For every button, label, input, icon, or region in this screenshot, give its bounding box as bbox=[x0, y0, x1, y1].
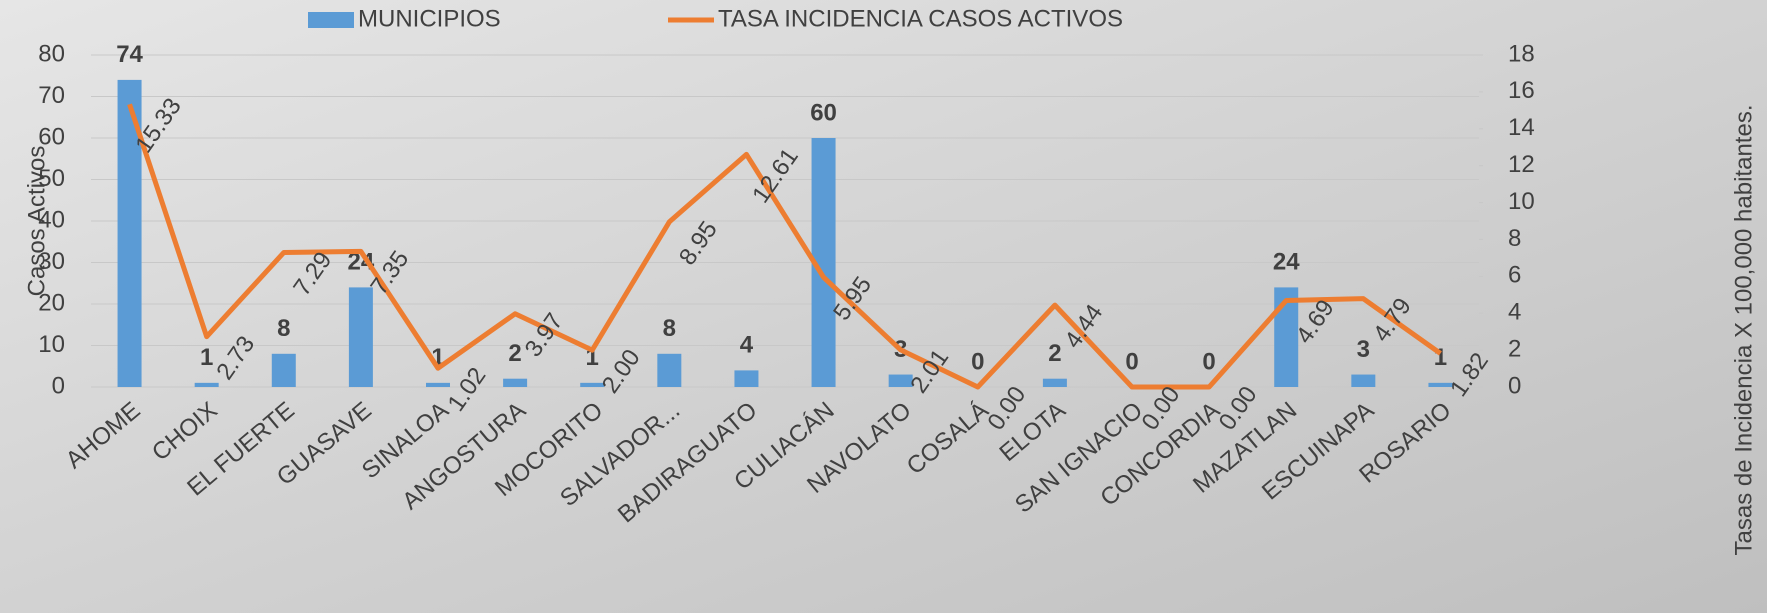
y-tick-label: 70 bbox=[38, 82, 65, 109]
y2-tick-label: 2 bbox=[1508, 335, 1521, 362]
bar-value-label: 4 bbox=[740, 332, 754, 359]
y2-tick-label: 6 bbox=[1508, 262, 1521, 289]
bar-value-label: 60 bbox=[810, 99, 837, 126]
bar bbox=[657, 354, 681, 387]
bar-value-label: 8 bbox=[663, 315, 676, 342]
y-tick-label: 50 bbox=[38, 165, 65, 192]
y-tick-label: 40 bbox=[38, 206, 65, 233]
y2-tick-label: 16 bbox=[1508, 77, 1535, 104]
bar-value-label: 74 bbox=[116, 41, 143, 68]
y-tick-label: 20 bbox=[38, 289, 65, 316]
bar-value-label: 0 bbox=[971, 348, 984, 375]
bar-value-label: 0 bbox=[1125, 348, 1138, 375]
bar bbox=[1351, 375, 1375, 387]
bar-value-label: 2 bbox=[1048, 340, 1061, 367]
legend-label: TASA INCIDENCIA CASOS ACTIVOS bbox=[718, 5, 1123, 32]
y2-tick-label: 0 bbox=[1508, 372, 1521, 399]
y2-axis-label: Tasas de Incidencia X 100,000 habitantes… bbox=[1730, 105, 1757, 556]
bar-value-label: 8 bbox=[277, 315, 290, 342]
y2-tick-label: 18 bbox=[1508, 40, 1535, 67]
y-tick-label: 80 bbox=[38, 40, 65, 67]
y2-tick-label: 4 bbox=[1508, 299, 1521, 326]
legend-label: MUNICIPIOS bbox=[358, 5, 501, 32]
background bbox=[0, 0, 1767, 613]
y2-tick-label: 10 bbox=[1508, 188, 1535, 215]
legend-swatch bbox=[308, 12, 354, 28]
bar-value-label: 0 bbox=[1202, 348, 1215, 375]
bar-value-label: 3 bbox=[1357, 336, 1370, 363]
bar bbox=[1043, 379, 1067, 387]
y-tick-label: 30 bbox=[38, 248, 65, 275]
bar-value-label: 24 bbox=[1273, 249, 1300, 276]
bar bbox=[195, 383, 219, 387]
y2-tick-label: 8 bbox=[1508, 225, 1521, 252]
bar bbox=[503, 379, 527, 387]
bar bbox=[426, 383, 450, 387]
y2-tick-label: 14 bbox=[1508, 114, 1535, 141]
bar bbox=[734, 370, 758, 387]
y-tick-label: 60 bbox=[38, 123, 65, 150]
y-tick-label: 0 bbox=[52, 372, 65, 399]
chart: Casos Activos Tasas de Incidencia X 100,… bbox=[0, 0, 1767, 613]
y-tick-label: 10 bbox=[38, 331, 65, 358]
bar bbox=[272, 354, 296, 387]
bar bbox=[349, 287, 373, 387]
y2-tick-label: 12 bbox=[1508, 151, 1535, 178]
bar-value-label: 1 bbox=[200, 344, 213, 371]
bar-value-label: 2 bbox=[508, 340, 521, 367]
